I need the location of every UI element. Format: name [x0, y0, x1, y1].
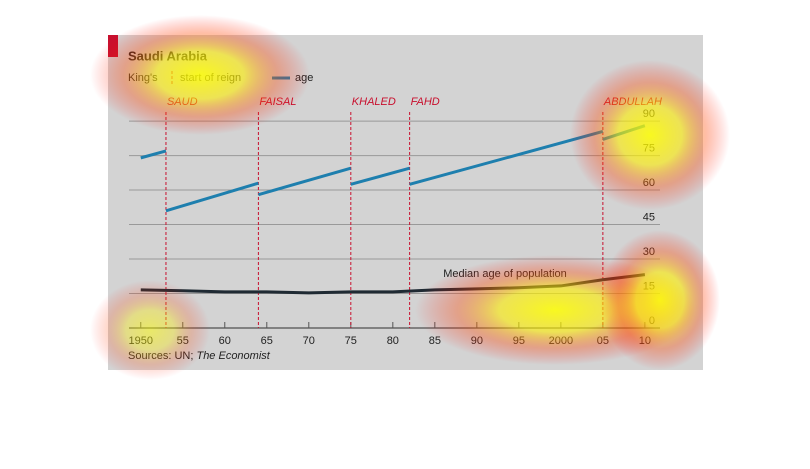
y-tick-label: 90: [643, 108, 655, 120]
x-tick-label: 95: [513, 335, 525, 347]
source: Sources: UN; The Economist: [128, 350, 271, 362]
legend-title: King's: [128, 72, 158, 84]
y-tick-label: 75: [643, 142, 655, 154]
age-line: [165, 181, 259, 213]
x-tick-label: 2000: [549, 335, 573, 347]
x-tick-label: 75: [345, 335, 357, 347]
age-line: [140, 149, 167, 160]
x-tick-label: 55: [177, 335, 189, 347]
y-tick-label: 15: [643, 280, 655, 292]
legend-age-label: age: [295, 72, 313, 84]
reign-label: FAHD: [411, 96, 440, 108]
x-tick-label: 85: [429, 335, 441, 347]
chart-title: Saudi Arabia: [128, 48, 208, 63]
age-line: [350, 166, 411, 186]
reign-label: SAUD: [167, 96, 198, 108]
y-tick-label: 45: [643, 211, 655, 223]
y-tick-label: 60: [643, 177, 655, 189]
line-annotation: Median age of population: [443, 268, 567, 280]
x-tick-label: 10: [639, 335, 651, 347]
y-tick-label: 30: [643, 246, 655, 258]
x-tick-label: 70: [303, 335, 315, 347]
reign-label: KHALED: [352, 96, 396, 108]
x-tick-label: 05: [597, 335, 609, 347]
x-tick-label: 90: [471, 335, 483, 347]
age-line: [257, 166, 352, 197]
x-tick-label: 80: [387, 335, 399, 347]
reign-label: ABDULLAH: [603, 96, 662, 108]
reign-label: FAISAL: [259, 96, 296, 108]
x-tick-label: 1950: [129, 335, 153, 347]
legend-reign-label: start of reign: [180, 72, 241, 84]
y-tick-label: 0: [649, 315, 655, 327]
brand-mark: [108, 35, 118, 57]
x-tick-label: 65: [261, 335, 273, 347]
source-part: Sources: UN;: [128, 350, 196, 362]
source-part: The Economist: [196, 350, 270, 362]
x-tick-label: 60: [219, 335, 231, 347]
